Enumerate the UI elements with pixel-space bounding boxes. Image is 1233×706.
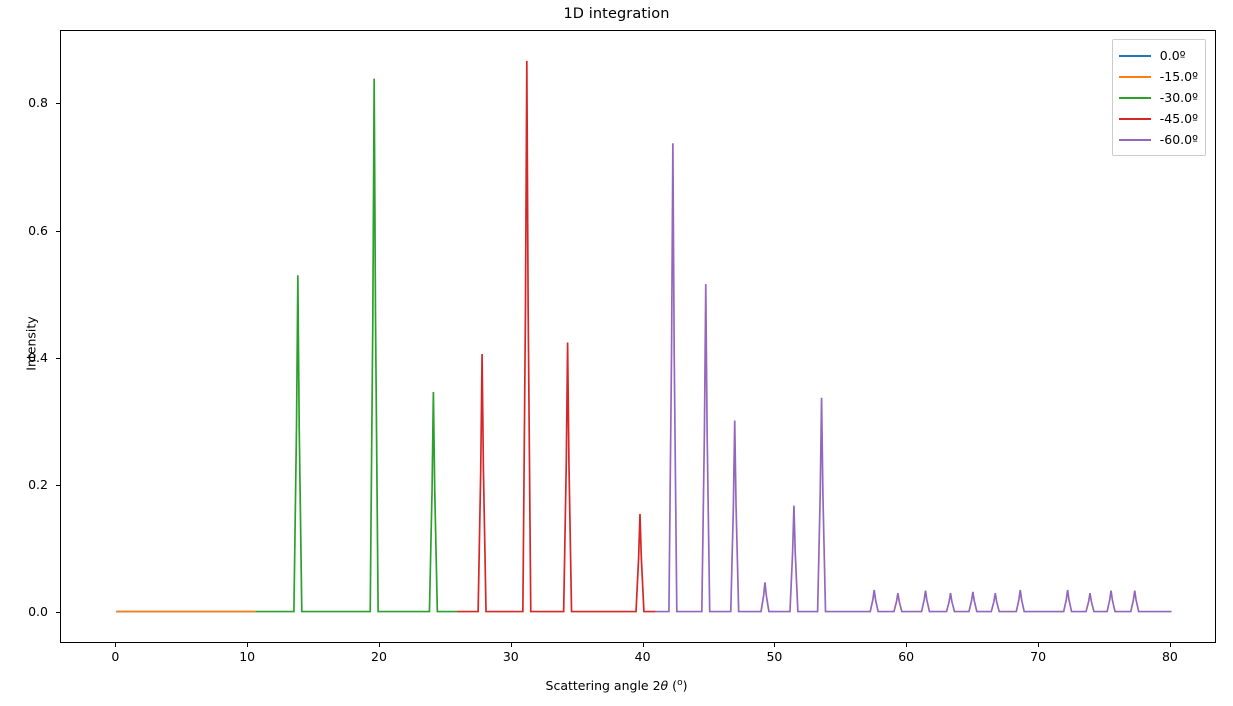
legend-swatch-3: [1118, 117, 1151, 120]
plot-axes: 0.0º -15.0º -30.0º -45.0º -60.0º: [60, 30, 1216, 643]
legend-label-3: -45.0º: [1159, 111, 1198, 126]
x-tick-label: 70: [1030, 649, 1047, 664]
y-tick-label: 0.0: [28, 604, 48, 620]
legend-swatch-2: [1118, 96, 1151, 99]
y-tick-mark: [56, 230, 60, 232]
x-tick-label: 30: [502, 649, 519, 664]
x-tick-label: 80: [1161, 649, 1178, 664]
y-tick-label: 0.2: [28, 477, 48, 493]
legend-item: -45.0º: [1118, 108, 1198, 129]
legend-label-2: -30.0º: [1159, 90, 1198, 105]
x-tick-label: 20: [371, 649, 387, 664]
legend-item: -15.0º: [1118, 66, 1198, 87]
chart-title: 1D integration: [563, 6, 670, 22]
y-tick-mark: [56, 612, 60, 614]
y-tick-mark: [56, 357, 60, 359]
x-tick-mark: [510, 643, 512, 647]
x-tick-mark: [247, 643, 249, 647]
y-tick-label: 0.8: [28, 95, 48, 111]
series-line: [655, 143, 1172, 613]
x-tick-mark: [1169, 643, 1171, 647]
x-tick-mark: [642, 643, 644, 647]
y-tick-mark: [56, 485, 60, 487]
legend-label-0: 0.0º: [1159, 48, 1186, 63]
x-tick-mark: [906, 643, 908, 647]
x-tick-label: 0: [111, 649, 120, 664]
legend-swatch-4: [1118, 138, 1151, 141]
x-tick-label: 40: [634, 649, 651, 664]
y-axis-label: Intensity: [23, 316, 39, 371]
x-tick-label: 10: [239, 649, 256, 664]
x-tick-label: 60: [898, 649, 915, 664]
plot-lines: [116, 60, 1172, 613]
x-tick-mark: [115, 643, 117, 647]
y-tick-label: 0.6: [28, 222, 48, 238]
x-axis-label-text: Scattering angle 2θ (o): [545, 678, 688, 694]
x-axis-label: Scattering angle 2θ (o): [0, 678, 1233, 693]
legend-label-4: -60.0º: [1159, 132, 1198, 147]
legend-swatch-0: [1118, 54, 1151, 57]
legend-item: -60.0º: [1118, 129, 1198, 150]
legend-item: 0.0º: [1118, 45, 1198, 66]
legend-item: -30.0º: [1118, 87, 1198, 108]
x-tick-mark: [379, 643, 380, 647]
x-tick-mark: [774, 643, 776, 647]
legend: 0.0º -15.0º -30.0º -45.0º -60.0º: [1111, 39, 1206, 156]
legend-swatch-1: [1118, 75, 1151, 78]
series-line: [457, 60, 656, 613]
y-tick-label: 0.4: [28, 349, 48, 365]
x-tick-label: 50: [766, 649, 783, 664]
x-tick-mark: [1038, 643, 1040, 647]
y-tick-mark: [56, 103, 60, 105]
series-line: [255, 78, 458, 613]
legend-label-1: -15.0º: [1159, 69, 1198, 84]
